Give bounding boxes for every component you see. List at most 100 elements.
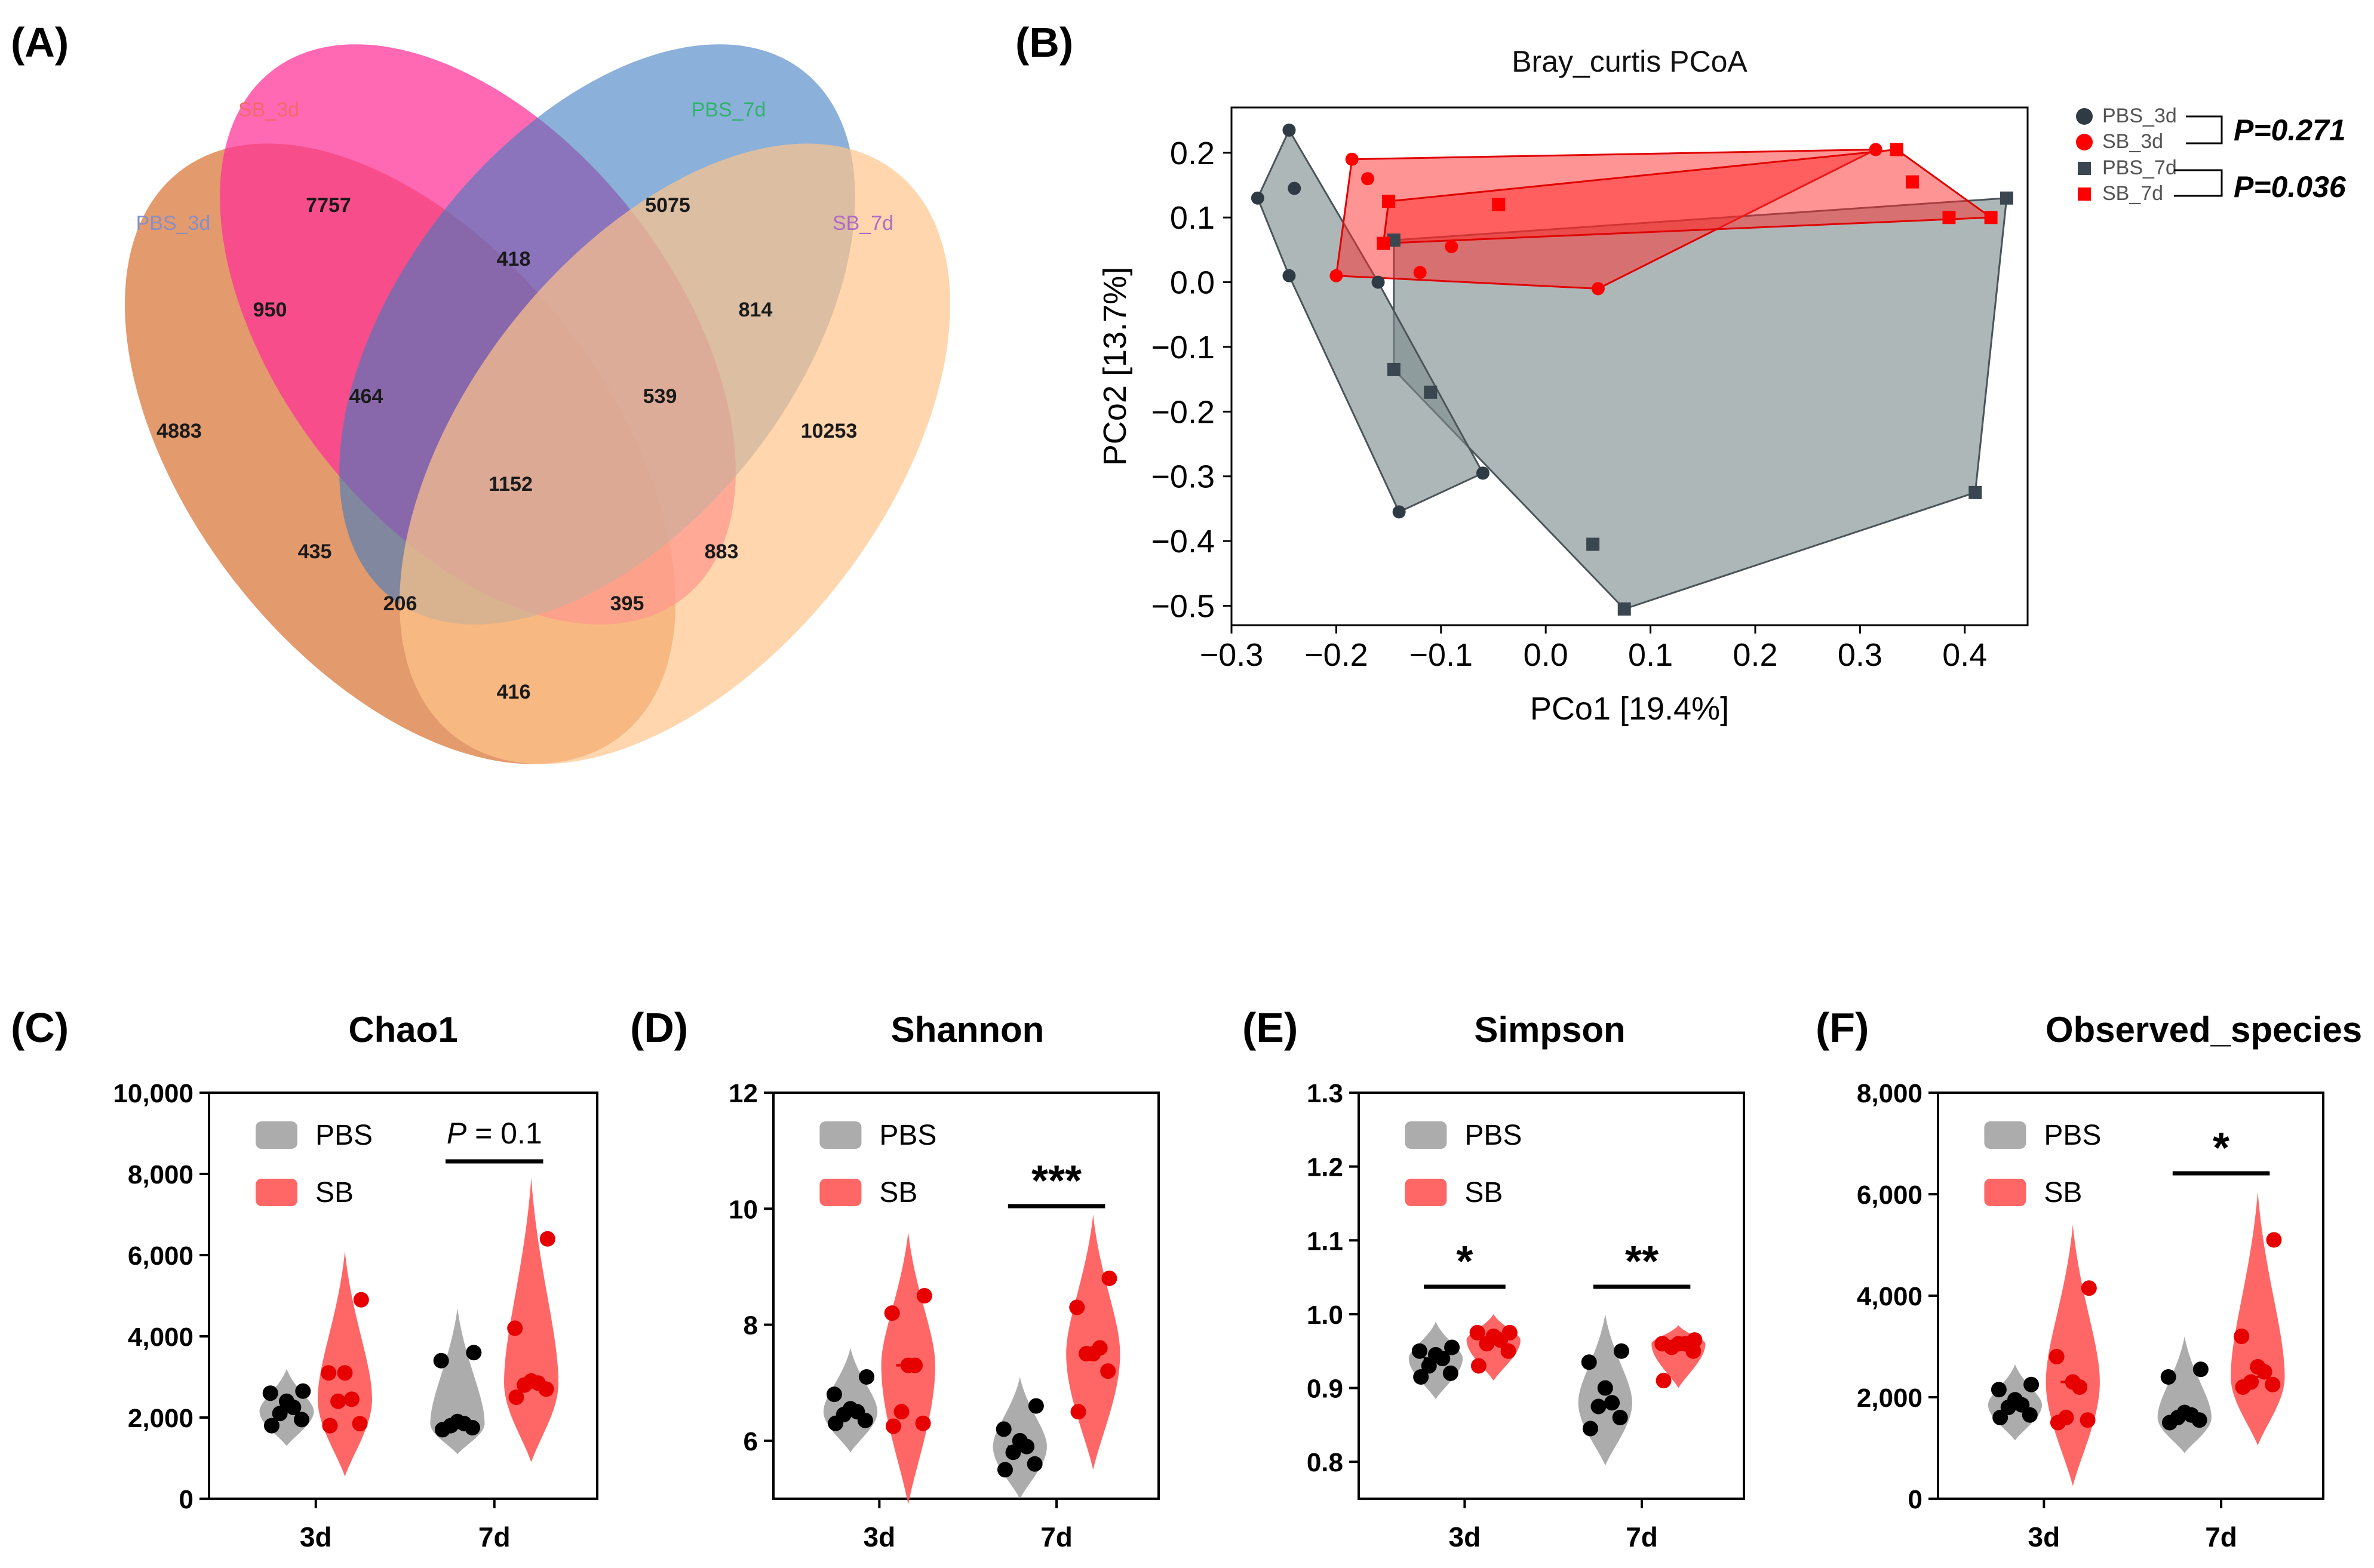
data-point-pbs: [1012, 1432, 1028, 1449]
data-point-pbs: [466, 1345, 482, 1361]
x-tick-label: 7d: [2205, 1521, 2237, 1552]
panel-label-c: (C): [11, 1004, 69, 1051]
data-point-pbs: [1597, 1380, 1613, 1396]
data-point-sb: [916, 1288, 932, 1303]
panel-label-d: (D): [630, 1004, 688, 1051]
data-point-pbs: [263, 1418, 280, 1434]
data-point-sb: [1069, 1299, 1085, 1315]
violin-sb-7d: [2231, 1191, 2285, 1446]
x-tick-label: 3d: [300, 1521, 332, 1552]
data-point-pbs: [1428, 1346, 1444, 1363]
chart-title: Chao1: [348, 1010, 457, 1050]
y-tick-label: 8,000: [128, 1160, 194, 1189]
observed-species-chart: Observed_species 0 2,000 4,000 6,000 8,000 3d 7…: [1857, 1010, 2362, 1552]
x-tick-label: 0.1: [1628, 637, 1673, 673]
data-point-pbs: [859, 1369, 875, 1385]
point-sb-3d: [1361, 172, 1375, 186]
data-point-pbs: [826, 1386, 842, 1403]
point-pbs-7d: [1387, 233, 1401, 247]
legend-label: SB_3d: [2102, 130, 2163, 153]
violin-pbs-7d: [430, 1308, 485, 1455]
data-point-sb: [2080, 1412, 2096, 1428]
y-tick-label: 1.0: [1307, 1300, 1343, 1330]
venn-diagram: PBS_3d SB_3d PBS_7d SB_7d 7757 5075 418 …: [124, 44, 951, 764]
data-point-pbs: [1027, 1456, 1043, 1472]
y-tick-label: 6,000: [1857, 1180, 1922, 1210]
p-value-7d: P=0.036: [2234, 170, 2347, 204]
point-sb-3d: [1869, 143, 1882, 156]
panel-label-a: (A): [11, 19, 69, 66]
venn-ellipse-sb7d: [399, 143, 951, 764]
point-sb-3d: [1329, 269, 1343, 282]
venn-count-pbs3d-sb3d-sb7d: 395: [610, 592, 644, 615]
y-tick-label: 0.2: [1170, 136, 1215, 171]
point-pbs-3d: [1371, 275, 1385, 289]
x-tick-label: 7d: [1040, 1521, 1073, 1552]
x-tick-label: −0.3: [1200, 637, 1264, 673]
data-point-pbs: [1581, 1354, 1597, 1370]
venn-count-pbs7d-sb7d: 814: [739, 299, 773, 321]
y-axis-label: PCo2 [13.7%]: [1097, 267, 1133, 466]
legend-bracket: [2174, 169, 2223, 197]
point-sb-7d: [1492, 198, 1506, 211]
data-point-sb: [2049, 1349, 2065, 1364]
data-point-sb: [1687, 1332, 1703, 1348]
x-tick-label: −0.2: [1304, 637, 1368, 673]
legend-label-pbs: PBS: [2044, 1120, 2101, 1151]
x-tick-label: 0.0: [1524, 637, 1568, 673]
chao1-chart: Chao1 0 2,000 4,000 6,000 8,000 10,000 3d 7d PBS S…: [113, 1010, 598, 1552]
pcoa-frame: [1230, 106, 2029, 626]
y-tick-label: −0.5: [1151, 588, 1215, 624]
legend-swatch-sb: [256, 1179, 297, 1206]
data-point-sb: [2065, 1374, 2081, 1390]
y-tick-label: 8,000: [1857, 1079, 1922, 1108]
panel-label-b: (B): [1015, 19, 1073, 66]
data-point-sb: [900, 1357, 916, 1373]
y-tick-label: −0.2: [1151, 394, 1215, 430]
legend-label-pbs: PBS: [1464, 1120, 1522, 1151]
legend-swatch-sb: [1984, 1179, 2026, 1206]
panel-label-f: (F): [1816, 1004, 1869, 1051]
data-point-sb: [2058, 1410, 2074, 1425]
y-tick-label: 0.1: [1170, 200, 1215, 236]
point-pbs-3d: [1251, 191, 1264, 205]
y-tick-label: −0.4: [1151, 524, 1215, 559]
data-point-pbs: [1413, 1369, 1429, 1385]
y-tick-label: 12: [729, 1079, 758, 1108]
data-point-pbs: [262, 1385, 278, 1401]
plot-frame: [1358, 1092, 1745, 1500]
chart-title: Shannon: [891, 1010, 1045, 1050]
data-point-pbs: [2160, 1369, 2176, 1385]
venn-count-all: 1152: [489, 473, 533, 496]
legend-label: PBS_7d: [2102, 156, 2177, 179]
point-sb-7d: [1382, 195, 1396, 208]
y-tick-label: 2,000: [1857, 1383, 1922, 1413]
data-point-pbs: [279, 1393, 294, 1409]
data-point-sb: [1101, 1270, 1117, 1286]
data-point-sb: [1654, 1336, 1670, 1352]
data-point-pbs: [295, 1383, 311, 1399]
legend-label: PBS_3d: [2102, 104, 2177, 127]
data-point-sb: [1470, 1358, 1487, 1374]
data-point-pbs: [272, 1406, 288, 1422]
x-tick-label: 0.4: [1942, 637, 1987, 673]
data-point-sb: [1469, 1324, 1485, 1341]
point-pbs-7d: [2000, 191, 2013, 205]
venn-count-pbs3d-only: 4883: [156, 420, 202, 442]
point-sb-7d: [1942, 211, 1956, 225]
data-point-sb: [1501, 1324, 1518, 1341]
point-pbs-7d: [1617, 602, 1631, 616]
significance-label: ***: [1031, 1157, 1082, 1205]
venn-count-sb7d-only: 10253: [801, 420, 858, 442]
point-pbs-3d: [1282, 269, 1296, 282]
plot-frame: [772, 1092, 1160, 1500]
venn-count-sb3d-only: 7757: [306, 194, 351, 217]
data-point-sb: [893, 1404, 910, 1420]
data-point-sb: [1085, 1346, 1101, 1362]
data-point-sb: [915, 1415, 931, 1431]
chart-title: Simpson: [1474, 1010, 1625, 1050]
violin-sb-7d: [504, 1177, 558, 1462]
plot-frame: [208, 1092, 598, 1500]
x-tick-label: 3d: [864, 1521, 896, 1552]
data-point-pbs: [1411, 1343, 1427, 1359]
